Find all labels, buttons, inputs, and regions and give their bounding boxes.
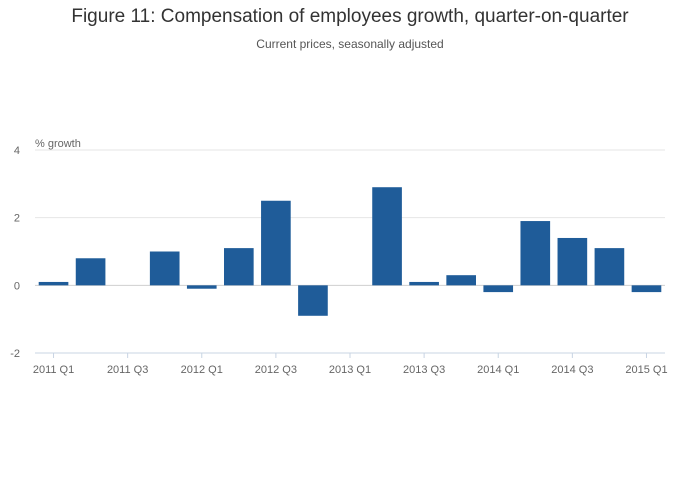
- bar: [186, 285, 217, 289]
- bars: [38, 187, 662, 316]
- x-axis: 2011 Q1 2011 Q3 2012 Q1 2012 Q3 2013 Q1 2013 …: [33, 352, 668, 376]
- bar: [224, 248, 254, 286]
- x-tick-label: 2014 Q3: [551, 364, 593, 376]
- x-tick-label: 2012 Q3: [255, 364, 297, 376]
- bar: [520, 221, 551, 286]
- y-tick-label: 2: [14, 213, 20, 225]
- bar: [75, 258, 106, 286]
- bar: [557, 237, 588, 286]
- bar: [446, 275, 476, 286]
- x-tick-label: 2011 Q1: [33, 364, 74, 376]
- bar: [409, 281, 439, 286]
- bar: [38, 281, 69, 286]
- x-tick-label: 2012 Q1: [181, 364, 223, 376]
- bar: [631, 285, 662, 293]
- bar: [298, 285, 328, 316]
- x-tick-label: 2013 Q1: [329, 364, 371, 376]
- x-tick-label: 2015 Q1: [625, 364, 667, 376]
- y-axis-ticks: -2 0 2 4: [10, 145, 20, 360]
- bar: [261, 200, 291, 286]
- y-tick-label: 0: [14, 280, 20, 292]
- x-tick-label: 2013 Q3: [403, 364, 445, 376]
- bar: [594, 248, 625, 286]
- chart-subtitle: Current prices, seasonally adjusted: [256, 37, 444, 51]
- x-tick-label: 2011 Q3: [107, 364, 148, 376]
- chart-title: Figure 11: Compensation of employees gro…: [71, 6, 629, 27]
- bar: [483, 285, 514, 293]
- y-tick-label: 4: [14, 145, 20, 157]
- bar: [372, 187, 402, 286]
- bar: [149, 251, 180, 286]
- y-axis-label: % growth: [35, 138, 81, 150]
- x-tick-label: 2014 Q1: [477, 364, 519, 376]
- y-tick-label: -2: [10, 348, 20, 360]
